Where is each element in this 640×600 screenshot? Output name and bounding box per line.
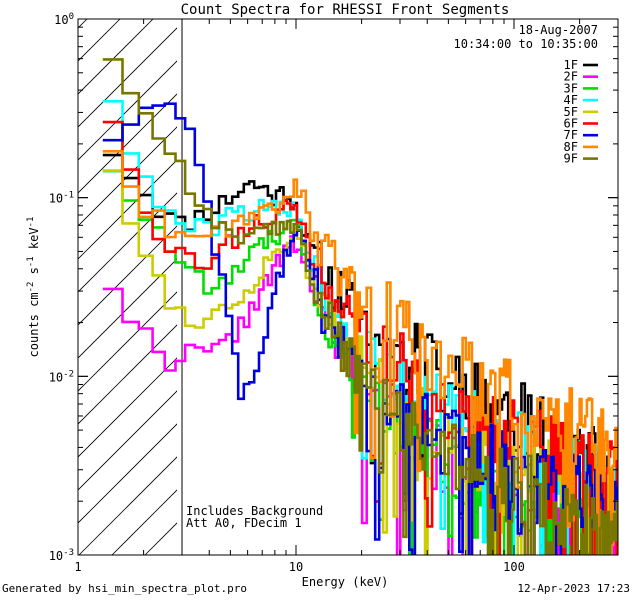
legend: 18-Aug-2007 10:34:00 to 10:35:00 1F2F3F4… xyxy=(454,23,599,166)
legend-label-4f: 4F xyxy=(564,93,578,107)
y-tick-label: 10-3 xyxy=(49,548,74,563)
axis-ticks: 1 10 100 10-3 10-2 10-1 100 xyxy=(49,12,619,574)
x-tick-label: 1 xyxy=(74,560,81,574)
x-tick-label: 10 xyxy=(289,560,303,574)
legend-date: 18-Aug-2007 xyxy=(519,23,598,37)
chart-title: Count Spectra for RHESSI Front Segments xyxy=(181,2,510,18)
x-axis-label: Energy (keV) xyxy=(302,575,389,589)
y-tick-label: 10-1 xyxy=(49,191,74,206)
legend-label-9f: 9F xyxy=(564,152,578,166)
legend-label-1f: 1F xyxy=(564,58,578,72)
x-tick-label: 100 xyxy=(503,560,525,574)
annotation-attenuator: Att A0, FDecim 1 xyxy=(186,516,302,530)
footer-timestamp: 12-Apr-2023 17:23 xyxy=(517,582,630,595)
annotation-background: Includes Background xyxy=(186,504,323,518)
legend-label-6f: 6F xyxy=(564,117,578,131)
series-line-9f xyxy=(102,58,618,555)
series-line-7f xyxy=(102,102,618,555)
legend-label-2f: 2F xyxy=(564,70,578,84)
plot-frame xyxy=(77,18,619,556)
y-tick-label: 10-2 xyxy=(49,369,74,384)
footer-generated-by: Generated by hsi_min_spectra_plot.pro xyxy=(2,582,248,595)
series-layer xyxy=(102,58,618,555)
legend-label-7f: 7F xyxy=(564,128,578,142)
y-axis-label: counts cm-2 s-1 keV-1 xyxy=(26,217,41,358)
series-line-8f xyxy=(102,150,618,555)
y-tick-label: 100 xyxy=(54,12,74,27)
legend-time-range: 10:34:00 to 10:35:00 xyxy=(454,37,599,51)
legend-label-3f: 3F xyxy=(564,81,578,95)
legend-label-5f: 5F xyxy=(564,105,578,119)
legend-label-8f: 8F xyxy=(564,140,578,154)
